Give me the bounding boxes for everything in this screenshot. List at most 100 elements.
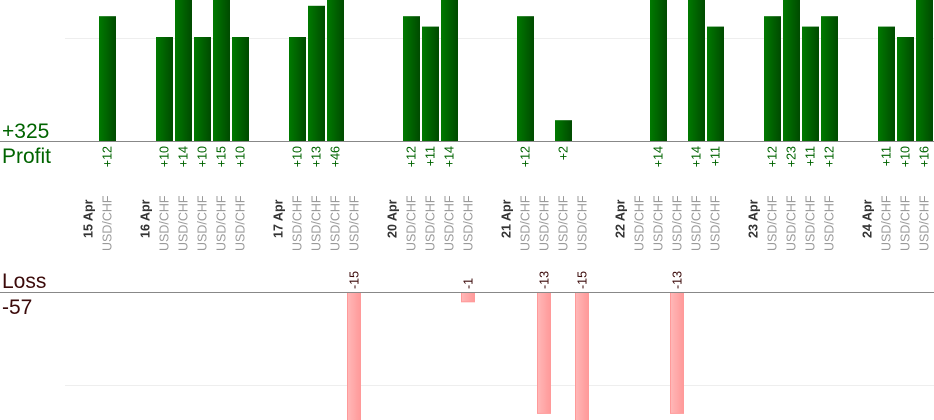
- symbol-label: USD/CHF: [177, 195, 191, 251]
- symbol-label: USD/CHF: [899, 195, 913, 251]
- profit-value-label: +13: [310, 146, 324, 167]
- profit-total: +325: [2, 120, 49, 143]
- profit-value-label: +15: [215, 146, 229, 167]
- profit-value-label: +11: [424, 146, 438, 166]
- symbol-label: USD/CHF: [348, 195, 362, 251]
- symbol-label: USD/CHF: [709, 195, 723, 251]
- profit-bar: [327, 0, 344, 141]
- symbol-label: USD/CHF: [405, 195, 419, 251]
- profit-bar: [764, 16, 781, 142]
- profit-value-label: +10: [291, 146, 305, 167]
- symbol-label: USD/CHF: [671, 195, 685, 251]
- date-label: 16 Apr: [139, 199, 153, 238]
- loss-value-label: -13: [671, 271, 685, 289]
- symbol-label: USD/CHF: [804, 195, 818, 251]
- symbol-label: USD/CHF: [310, 195, 324, 251]
- symbol-label: USD/CHF: [690, 195, 704, 251]
- profit-value-label: +12: [519, 146, 533, 167]
- profit-value-label: +14: [443, 146, 457, 167]
- date-label: 17 Apr: [272, 199, 286, 238]
- loss-bar: [670, 292, 684, 414]
- profit-label: Profit: [2, 145, 51, 168]
- date-label: 15 Apr: [82, 199, 96, 238]
- date-label: 22 Apr: [614, 199, 628, 238]
- symbol-label: USD/CHF: [234, 195, 248, 251]
- profit-value-label: +10: [899, 146, 913, 167]
- symbol-label: USD/CHF: [766, 195, 780, 251]
- profit-value-label: +12: [101, 146, 115, 167]
- profit-bar: [650, 0, 667, 141]
- profit-bar: [289, 37, 306, 141]
- symbol-label: USD/CHF: [519, 195, 533, 251]
- profit-value-label: +16: [918, 146, 932, 167]
- profit-value-label: +46: [329, 146, 343, 167]
- loss-bar: [347, 292, 361, 420]
- loss-label: Loss: [2, 270, 46, 293]
- profit-value-label: +10: [196, 146, 210, 167]
- symbol-label: USD/CHF: [538, 195, 552, 251]
- symbol-label: USD/CHF: [291, 195, 305, 251]
- profit-bar: [878, 26, 895, 142]
- symbol-label: USD/CHF: [101, 195, 115, 251]
- symbol-label: USD/CHF: [424, 195, 438, 251]
- symbol-label: USD/CHF: [196, 195, 210, 251]
- symbol-label: USD/CHF: [462, 195, 476, 251]
- profit-value-label: +14: [177, 146, 191, 167]
- profit-bar: [441, 0, 458, 141]
- profit-bar: [403, 16, 420, 142]
- profit-value-label: +11: [804, 146, 818, 166]
- date-label: 24 Apr: [861, 199, 875, 238]
- profit-bar: [555, 120, 572, 141]
- profit-bar: [175, 0, 192, 141]
- loss-value-label: -15: [348, 271, 362, 289]
- profit-bar: [308, 5, 325, 141]
- profit-bar: [194, 37, 211, 141]
- loss-value-label: -1: [462, 278, 476, 289]
- profit-value-label: +14: [652, 146, 666, 167]
- date-label: 20 Apr: [386, 199, 400, 238]
- profit-value-label: +12: [823, 146, 837, 167]
- symbol-label: USD/CHF: [576, 195, 590, 251]
- profit-bar: [688, 0, 705, 141]
- loss-bar: [537, 292, 551, 414]
- date-label: 21 Apr: [500, 199, 514, 238]
- profit-bar: [232, 37, 249, 141]
- profit-bar: [213, 0, 230, 141]
- profit-value-label: +2: [557, 146, 571, 160]
- profit-bar: [802, 26, 819, 142]
- profit-bar: [517, 16, 534, 142]
- profit-bar: [783, 0, 800, 141]
- profit-bar: [99, 16, 116, 142]
- profit-bar: [707, 26, 724, 142]
- symbol-label: USD/CHF: [557, 195, 571, 251]
- loss-value-label: -13: [538, 271, 552, 289]
- symbol-label: USD/CHF: [785, 195, 799, 251]
- symbol-label: USD/CHF: [329, 195, 343, 251]
- profit-bar: [916, 0, 933, 141]
- symbol-label: USD/CHF: [215, 195, 229, 251]
- profit-bar: [422, 26, 439, 142]
- loss-bar: [575, 292, 589, 420]
- profit-value-label: +12: [405, 146, 419, 167]
- profit-value-label: +14: [690, 146, 704, 167]
- profit-value-label: +10: [234, 146, 248, 167]
- profit-value-label: +10: [158, 146, 172, 167]
- profit-value-label: +11: [709, 146, 723, 166]
- symbol-label: USD/CHF: [633, 195, 647, 251]
- symbol-label: USD/CHF: [443, 195, 457, 251]
- date-label: 23 Apr: [747, 199, 761, 238]
- symbol-label: USD/CHF: [652, 195, 666, 251]
- symbol-label: USD/CHF: [823, 195, 837, 251]
- loss-value-label: -15: [576, 271, 590, 289]
- profit-bar: [821, 16, 838, 142]
- symbol-label: USD/CHF: [918, 195, 932, 251]
- loss-total: -57: [2, 296, 32, 319]
- symbol-label: USD/CHF: [158, 195, 172, 251]
- profit-value-label: +23: [785, 146, 799, 167]
- profit-bar: [897, 37, 914, 141]
- profit-bar: [156, 37, 173, 141]
- loss-bar: [461, 292, 475, 303]
- profit-value-label: +11: [880, 146, 894, 166]
- symbol-label: USD/CHF: [880, 195, 894, 251]
